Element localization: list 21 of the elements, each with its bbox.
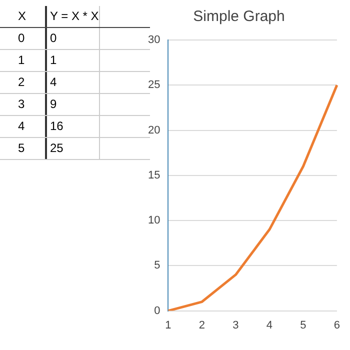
y-tick-label: 10 [148,214,160,227]
chart-title: Simple Graph [193,8,285,26]
x-tick-label: 2 [198,319,206,332]
y-tick-label: 20 [148,124,160,136]
x-tick-label: 3 [232,319,239,332]
text: 4 16 [18,119,64,133]
text: 0 0 [18,31,57,45]
y-tick-label: 0 [154,304,160,317]
text: 2 4 [18,75,57,89]
x-tick-label: 1 [165,319,172,332]
y-tick-label: 5 [154,260,160,272]
text: X Y = X * X [18,9,99,23]
text: 5 25 [18,141,64,155]
y-tick-label: 25 [148,79,160,92]
y-tick-label: 30 [148,34,160,46]
y-tick-label: 15 [148,169,160,182]
x-tick-label: 4 [266,319,273,332]
text: 1 1 [18,53,57,67]
text: 3 9 [18,97,57,111]
x-tick-label: 6 [334,319,340,332]
x-tick-label: 5 [300,319,306,332]
